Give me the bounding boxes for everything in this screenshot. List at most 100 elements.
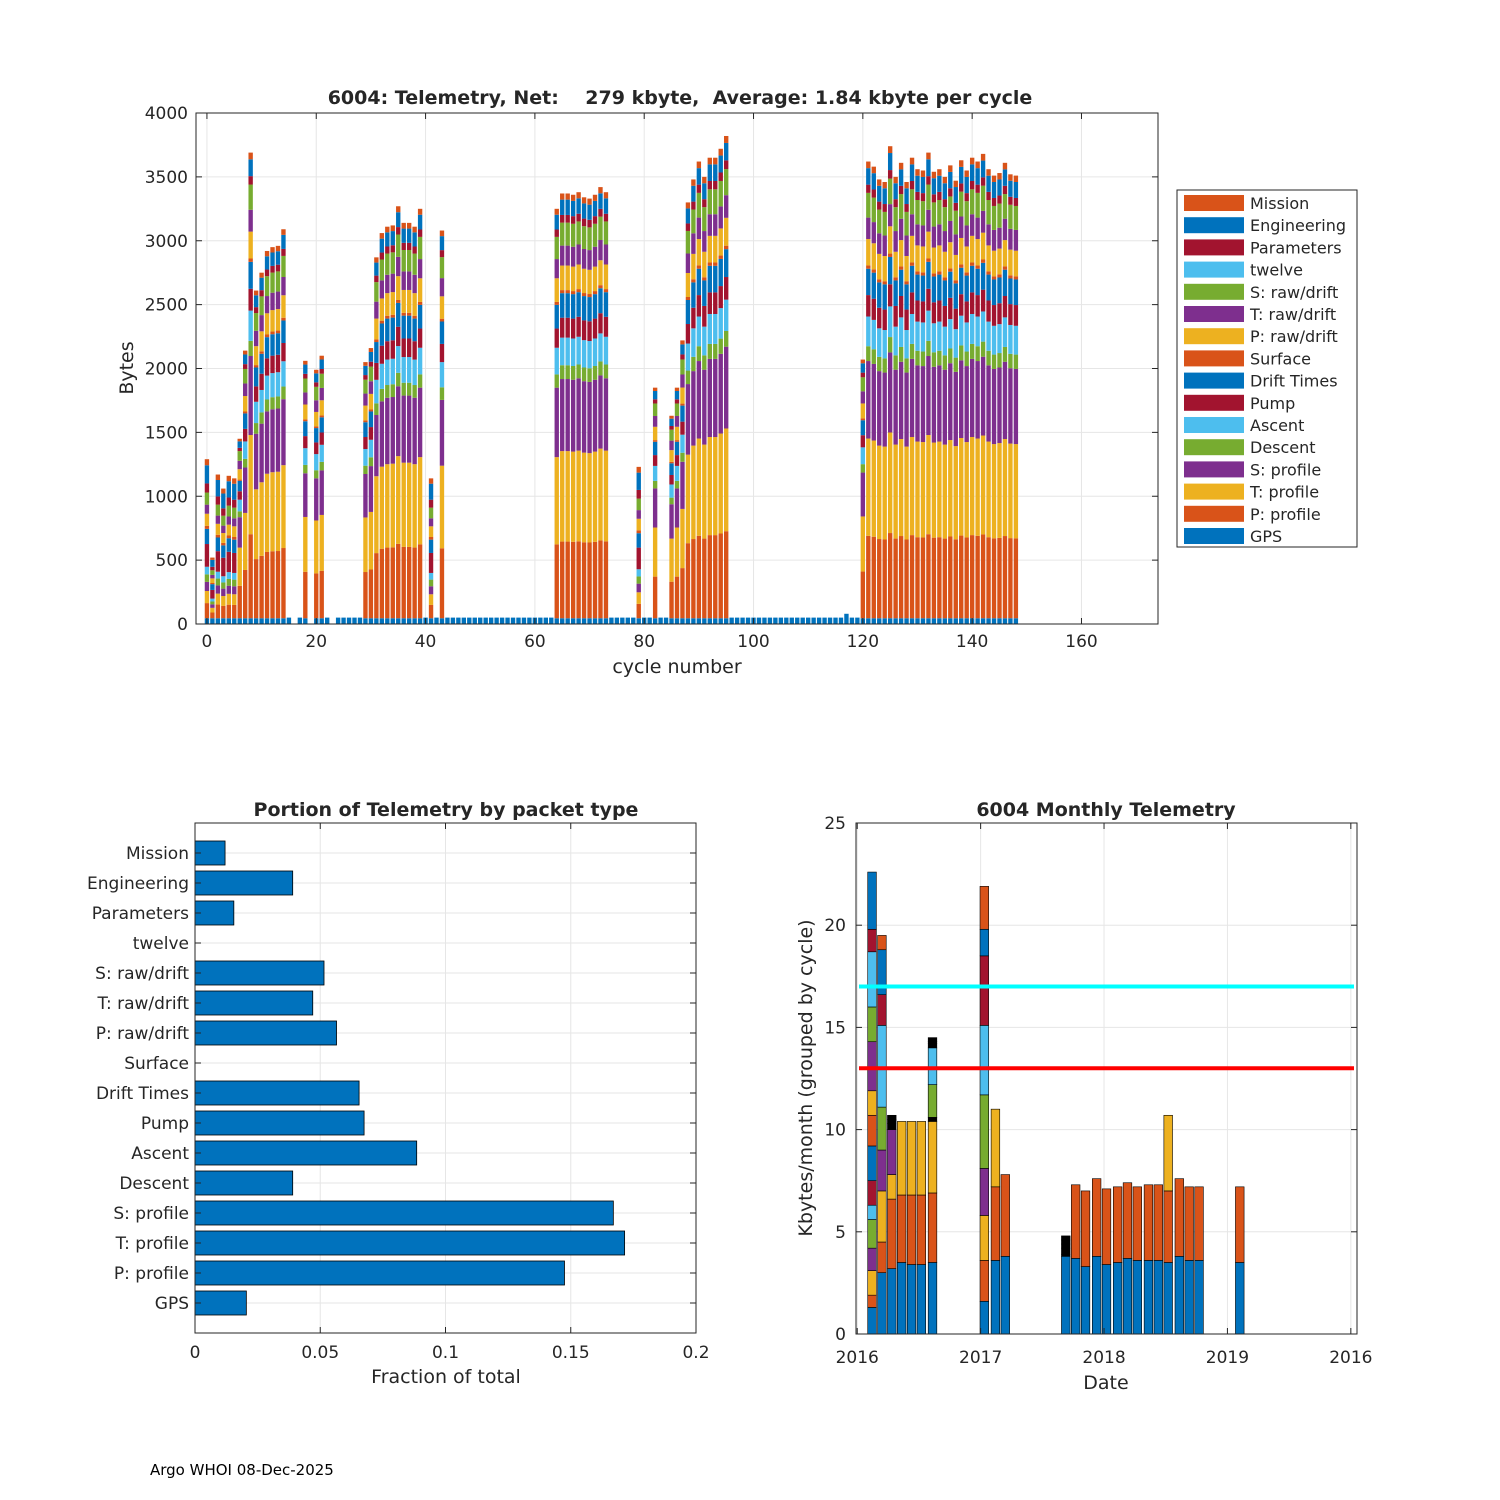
cycle-bar-segment bbox=[576, 292, 581, 317]
cycle-bar-segment bbox=[674, 387, 680, 391]
cycle-bar-segment bbox=[669, 504, 674, 539]
cycle-bar-segment bbox=[221, 588, 226, 597]
cycle-bar-segment bbox=[319, 570, 324, 619]
cycle-bar-segment bbox=[221, 493, 226, 509]
cycle-bar-segment bbox=[882, 211, 887, 236]
cycle-bar-segment bbox=[204, 528, 210, 545]
cycle-bar-segment bbox=[253, 433, 259, 490]
cycle-bar-segment bbox=[909, 437, 915, 536]
cycle-bar-segment bbox=[625, 617, 630, 624]
cycle-bar-segment bbox=[270, 272, 275, 293]
cycle-bar-segment bbox=[259, 315, 264, 332]
cycle-bar-segment bbox=[319, 373, 324, 388]
x-tick-label: 2017 bbox=[959, 1348, 1002, 1368]
cycle-bar-segment bbox=[401, 462, 406, 547]
cycle-bar-segment bbox=[718, 286, 723, 309]
cycle-bar-segment bbox=[505, 617, 510, 624]
cycle-bar-segment bbox=[669, 581, 674, 619]
cycle-bar-segment bbox=[417, 214, 423, 230]
cycle-bar-segment bbox=[937, 365, 942, 442]
cycle-bar-segment bbox=[396, 346, 401, 373]
cycle-bar-segment bbox=[565, 541, 570, 619]
cycle-bar-segment bbox=[417, 278, 423, 302]
cycle-bar-segment bbox=[931, 442, 937, 538]
cycle-bar-segment bbox=[669, 497, 674, 505]
cycle-bar-segment bbox=[560, 193, 565, 200]
cycle-bar-segment bbox=[237, 447, 242, 452]
cycle-bar-segment bbox=[986, 300, 991, 322]
cycle-bar-segment bbox=[581, 293, 587, 297]
cycle-bar-segment bbox=[964, 275, 969, 302]
cycle-bar-segment bbox=[1013, 229, 1019, 251]
cycle-bar-segment bbox=[385, 385, 390, 398]
packet-bar bbox=[194, 1200, 614, 1226]
cycle-bar-segment bbox=[560, 222, 565, 246]
legend-label: T: raw/drift bbox=[1249, 305, 1336, 324]
month-bar-segment bbox=[1235, 1186, 1245, 1263]
cycle-bar-segment bbox=[428, 604, 434, 619]
cycle-bar-segment bbox=[406, 618, 412, 624]
cycle-bar-segment bbox=[931, 537, 937, 619]
per-cycle-xlabel: cycle number bbox=[612, 656, 741, 678]
cycle-bar-segment bbox=[948, 271, 953, 298]
cycle-bar-segment bbox=[674, 426, 680, 441]
cycle-bar-segment bbox=[964, 193, 969, 202]
cycle-bar-segment bbox=[702, 199, 707, 208]
cycle-bar-segment bbox=[554, 387, 559, 458]
cycle-bar-segment bbox=[570, 294, 576, 319]
cycle-bar-segment bbox=[210, 559, 215, 567]
legend-label: S: profile bbox=[1250, 460, 1321, 479]
cycle-bar-segment bbox=[991, 181, 997, 198]
cycle-bar-segment bbox=[210, 570, 215, 575]
cycle-bar-segment bbox=[975, 184, 980, 193]
cycle-bar-segment bbox=[210, 612, 215, 619]
cycle-bar-segment bbox=[428, 499, 434, 508]
cycle-bar-segment bbox=[997, 227, 1002, 249]
cycle-bar-segment bbox=[232, 526, 237, 537]
cycle-bar-segment bbox=[379, 363, 385, 389]
cycle-bar-segment bbox=[379, 345, 385, 364]
cycle-bar-segment bbox=[877, 253, 882, 280]
cycle-bar-segment bbox=[603, 198, 609, 214]
cycle-bar-segment bbox=[412, 618, 417, 624]
cycle-bar-segment bbox=[560, 317, 565, 338]
cycle-bar-segment bbox=[499, 617, 505, 624]
cycle-bar-segment bbox=[724, 618, 729, 624]
cycle-bar-segment bbox=[592, 365, 598, 380]
cycle-bar-segment bbox=[882, 446, 887, 540]
cycle-bar-segment bbox=[969, 437, 975, 536]
cycle-bar-segment bbox=[975, 316, 980, 347]
cycle-bar-segment bbox=[439, 321, 445, 344]
cycle-bar-segment bbox=[379, 320, 385, 324]
month-bar-segment bbox=[867, 1294, 877, 1308]
cycle-bar-segment bbox=[669, 426, 674, 430]
legend-swatch bbox=[1184, 306, 1244, 322]
cycle-bar-segment bbox=[560, 214, 565, 223]
cycle-bar-segment bbox=[969, 292, 975, 314]
cycle-bar-segment bbox=[964, 351, 969, 367]
cycle-bar-segment bbox=[636, 576, 641, 584]
cycle-bar-segment bbox=[718, 172, 723, 181]
packet-type-chart: 0 0.05 0.1 0.15 0.2MissionEngineeringParamet… bbox=[87, 799, 710, 1388]
cycle-bar-segment bbox=[691, 356, 696, 372]
cycle-bar-segment bbox=[204, 525, 210, 529]
cycle-bar-segment bbox=[986, 365, 991, 442]
cycle-bar-segment bbox=[275, 551, 281, 619]
cycle-bar-segment bbox=[893, 618, 898, 624]
cycle-bar-segment bbox=[707, 535, 712, 619]
cycle-bar-segment bbox=[964, 618, 969, 624]
cycle-bar-segment bbox=[713, 618, 718, 624]
cycle-bar-segment bbox=[959, 535, 964, 619]
cycle-bar-segment bbox=[1002, 346, 1008, 362]
cycle-bar-segment bbox=[702, 618, 707, 624]
cycle-bar-segment bbox=[396, 386, 401, 457]
cycle-bar-segment bbox=[232, 552, 237, 573]
cycle-bar-segment bbox=[702, 251, 707, 278]
cycle-bar-segment bbox=[581, 320, 587, 341]
cycle-bar-segment bbox=[357, 617, 363, 624]
cycle-bar-segment bbox=[953, 618, 958, 624]
cycle-bar-segment bbox=[396, 302, 401, 327]
cycle-bar-segment bbox=[417, 387, 423, 458]
cycle-bar-segment bbox=[713, 343, 718, 359]
cycle-bar-segment bbox=[795, 617, 800, 624]
